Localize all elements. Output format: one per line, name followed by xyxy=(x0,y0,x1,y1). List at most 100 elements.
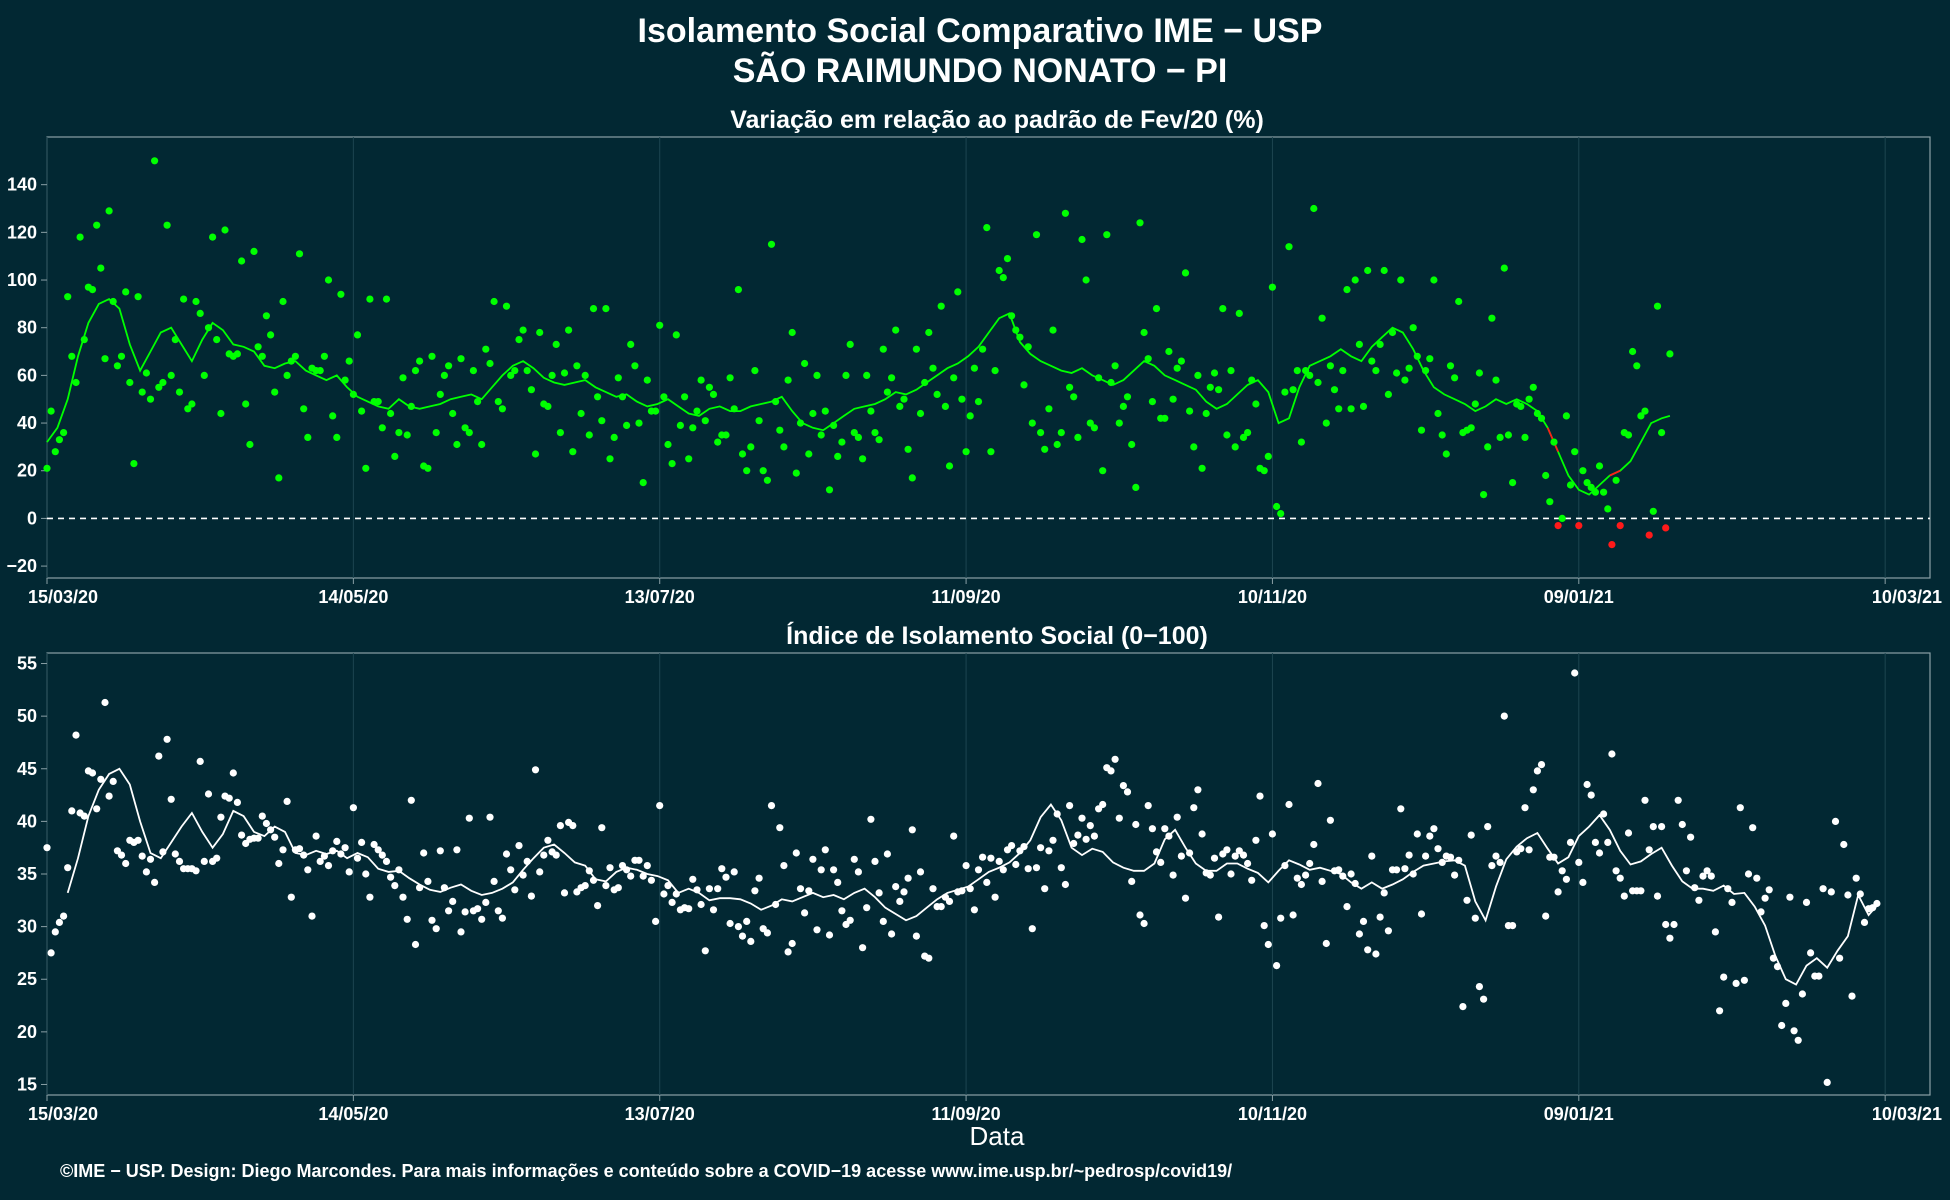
data-point xyxy=(751,367,759,375)
data-point xyxy=(1641,796,1649,804)
data-point xyxy=(374,398,382,406)
data-point xyxy=(1658,823,1666,831)
data-point xyxy=(1322,939,1330,948)
data-point xyxy=(883,388,892,396)
data-point xyxy=(979,853,987,861)
data-point xyxy=(850,429,858,437)
data-point xyxy=(701,417,709,425)
data-point xyxy=(647,876,656,884)
data-point xyxy=(995,857,1003,866)
data-point xyxy=(664,440,672,449)
data-point xyxy=(594,393,602,401)
data-point xyxy=(966,412,974,420)
y-tick-label: 140 xyxy=(7,175,37,195)
data-point xyxy=(486,813,494,821)
data-point xyxy=(585,867,593,875)
data-point xyxy=(1119,402,1127,410)
data-point xyxy=(879,917,887,926)
data-point xyxy=(1231,443,1239,451)
data-point xyxy=(846,916,854,924)
data-point xyxy=(1761,894,1769,902)
data-point xyxy=(283,797,291,806)
data-point xyxy=(287,893,295,901)
data-point xyxy=(126,378,134,387)
data-point xyxy=(1595,462,1604,470)
data-point xyxy=(896,897,904,906)
data-point xyxy=(151,157,159,165)
data-point xyxy=(1136,219,1144,227)
data-point xyxy=(416,357,424,365)
data-point xyxy=(271,388,279,396)
panel1-plot: 15/03/20 14/05/20 13/07/20 11/09/20 10/11/20… xyxy=(6,136,1942,607)
data-point xyxy=(1161,825,1169,833)
data-point xyxy=(850,855,858,863)
data-point xyxy=(1028,419,1036,427)
data-point xyxy=(544,836,552,844)
data-point xyxy=(1471,400,1479,408)
data-point xyxy=(474,905,482,913)
data-point xyxy=(751,887,759,895)
data-point xyxy=(1194,786,1202,794)
data-point xyxy=(287,357,295,365)
data-point xyxy=(486,359,494,368)
data-point xyxy=(1008,312,1016,320)
data-point xyxy=(1484,823,1492,831)
data-point xyxy=(1053,440,1061,449)
data-point xyxy=(614,884,622,892)
data-point xyxy=(772,398,780,406)
data-point xyxy=(594,902,602,910)
data-point xyxy=(1616,874,1624,882)
data-point xyxy=(320,352,328,360)
data-point xyxy=(341,844,349,852)
data-point xyxy=(97,775,105,783)
data-point xyxy=(1475,983,1483,991)
data-point xyxy=(97,264,105,272)
data-point xyxy=(834,452,842,460)
data-point xyxy=(1335,866,1343,874)
data-point xyxy=(142,868,150,876)
y-tick-label: −20 xyxy=(6,556,37,576)
data-point xyxy=(1024,865,1032,873)
data-point xyxy=(416,884,424,892)
data-point xyxy=(1293,874,1301,882)
data-point xyxy=(1566,838,1575,847)
data-point xyxy=(805,450,813,458)
data-point xyxy=(1608,750,1616,758)
y-tick-label: 20 xyxy=(17,461,37,481)
data-point xyxy=(217,813,225,821)
data-point xyxy=(531,766,540,774)
data-point xyxy=(697,900,705,909)
data-point xyxy=(531,450,540,458)
data-point xyxy=(1028,925,1036,933)
data-point xyxy=(1227,367,1235,375)
data-point xyxy=(722,431,730,439)
data-point xyxy=(606,455,614,463)
data-point xyxy=(1053,810,1061,818)
data-point xyxy=(1649,507,1657,515)
data-point xyxy=(1173,813,1181,821)
data-point xyxy=(1070,393,1078,401)
data-point xyxy=(1359,402,1368,410)
data-point xyxy=(523,367,531,375)
data-point xyxy=(1430,825,1438,833)
data-point xyxy=(676,421,685,429)
data-point xyxy=(830,421,838,429)
data-point xyxy=(1401,376,1409,384)
data-point xyxy=(221,226,229,234)
data-point xyxy=(47,949,55,957)
data-point xyxy=(1227,870,1235,878)
data-point xyxy=(1517,845,1525,853)
data-point xyxy=(507,371,515,379)
data-point xyxy=(1049,836,1057,844)
y-tick-label: 80 xyxy=(17,318,37,338)
data-point xyxy=(93,221,101,229)
data-point xyxy=(204,790,213,798)
data-point xyxy=(908,826,916,834)
data-point xyxy=(983,878,991,887)
data-point xyxy=(1438,431,1446,439)
data-point xyxy=(391,452,399,460)
data-point xyxy=(117,851,126,859)
data-point xyxy=(925,328,933,337)
data-point xyxy=(560,889,569,897)
data-point xyxy=(809,855,817,863)
